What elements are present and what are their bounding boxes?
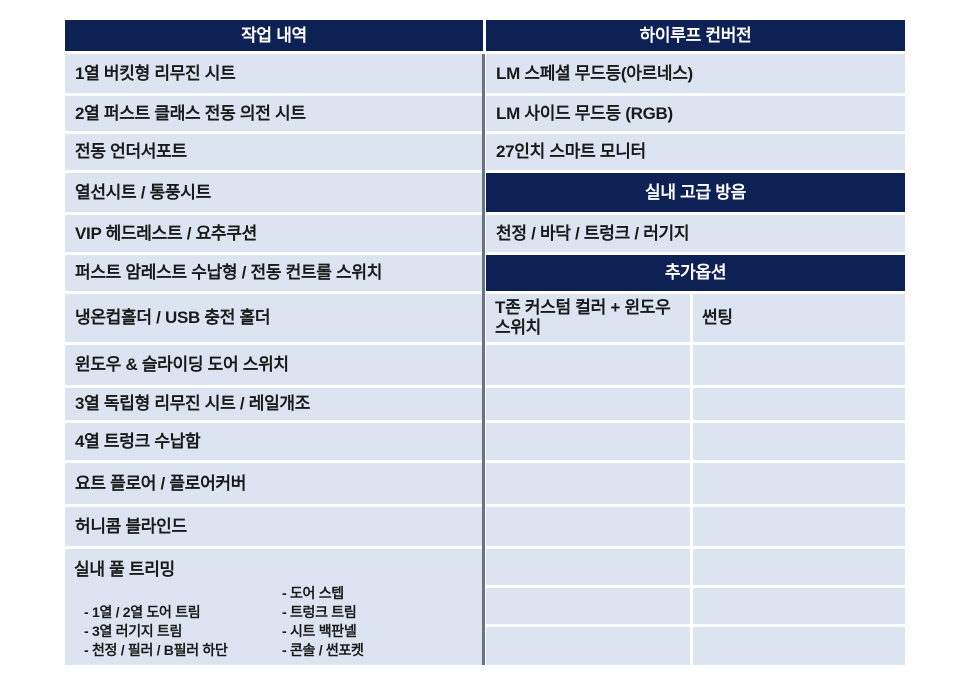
trimming-title: 실내 풀 트리밍: [74, 560, 175, 579]
empty-cell: [693, 549, 905, 585]
table-cell: 요트 플로어 / 플로어커버: [65, 463, 483, 504]
empty-row: [486, 388, 905, 420]
empty-cell: [486, 388, 690, 420]
empty-cell: [486, 627, 690, 665]
empty-row: [486, 423, 905, 460]
options-header: 추가옵션: [486, 255, 905, 291]
table-cell: LM 사이드 무드등 (RGB): [486, 96, 905, 131]
empty-row: [486, 549, 905, 585]
table-cell: LM 스페셜 무드등(아르네스): [486, 54, 905, 93]
table-cell: 2열 퍼스트 클래스 전동 의전 시트: [65, 96, 483, 131]
option-cell: 썬팅: [693, 294, 905, 342]
table-cell: 3열 독립형 리무진 시트 / 레일개조: [65, 388, 483, 420]
empty-cell: [693, 388, 905, 420]
empty-cell: [486, 507, 690, 546]
options-row: T존 커스텀 컬러 + 윈도우 스위치 썬팅: [486, 294, 905, 342]
empty-row: [486, 345, 905, 385]
empty-cell: [693, 463, 905, 504]
table-cell: 전동 언더서포트: [65, 134, 483, 170]
highroof-header: 하이루프 컨버전: [486, 20, 905, 51]
empty-cell: [486, 549, 690, 585]
table-cell: VIP 헤드레스트 / 요추쿠션: [65, 215, 483, 252]
work-details-header: 작업 내역: [65, 20, 483, 51]
highroof-conversion-column: 하이루프 컨버전 LM 스페셜 무드등(아르네스) LM 사이드 무드등 (RG…: [486, 20, 905, 668]
table-cell: 열선시트 / 통풍시트: [65, 173, 483, 212]
interior-trimming-cell: 실내 풀 트리밍 - 1열 / 2열 도어 트림 - 3열 러기지 트림 - 천…: [65, 549, 483, 665]
trimming-sublist-right: - 도어 스텝 - 트렁크 트림 - 시트 백판넬 - 콘솔 / 썬포켓: [282, 584, 364, 660]
empty-cell: [486, 423, 690, 460]
empty-cell: [693, 588, 905, 624]
empty-cell: [693, 627, 905, 665]
soundproof-header: 실내 고급 방음: [486, 173, 905, 212]
list-item: - 3열 러기지 트림: [84, 623, 183, 639]
table-cell: 4열 트렁크 수납함: [65, 423, 483, 460]
list-item: - 콘솔 / 썬포켓: [282, 642, 364, 658]
empty-row: [486, 588, 905, 624]
empty-cell: [486, 588, 690, 624]
table-cell: 냉온컵홀더 / USB 충전 홀더: [65, 294, 483, 342]
table-cell: 천정 / 바닥 / 트렁크 / 러기지: [486, 215, 905, 252]
empty-cell: [486, 345, 690, 385]
list-item: - 시트 백판넬: [282, 623, 357, 639]
empty-row: [486, 507, 905, 546]
empty-row: [486, 463, 905, 504]
option-cell: T존 커스텀 컬러 + 윈도우 스위치: [486, 294, 690, 342]
list-item: - 트렁크 트림: [282, 604, 357, 620]
table-cell: 27인치 스마트 모니터: [486, 134, 905, 170]
empty-cell: [693, 507, 905, 546]
empty-row: [486, 627, 905, 665]
list-item: - 천정 / 필러 / B필러 하단: [84, 642, 228, 658]
table-cell: 허니콤 블라인드: [65, 507, 483, 546]
work-details-column: 작업 내역 1열 버킷형 리무진 시트 2열 퍼스트 클래스 전동 의전 시트 …: [65, 20, 483, 668]
empty-cell: [693, 423, 905, 460]
empty-cell: [693, 345, 905, 385]
column-divider: [482, 54, 485, 665]
list-item: - 도어 스텝: [282, 585, 344, 601]
table-cell: 1열 버킷형 리무진 시트: [65, 54, 483, 93]
table-cell: 윈도우 & 슬라이딩 도어 스위치: [65, 345, 483, 385]
list-item: - 1열 / 2열 도어 트림: [84, 604, 201, 620]
empty-cell: [486, 463, 690, 504]
trimming-sublist-left: - 1열 / 2열 도어 트림 - 3열 러기지 트림 - 천정 / 필러 / …: [84, 603, 228, 660]
table-cell: 퍼스트 암레스트 수납형 / 전동 컨트롤 스위치: [65, 255, 483, 291]
